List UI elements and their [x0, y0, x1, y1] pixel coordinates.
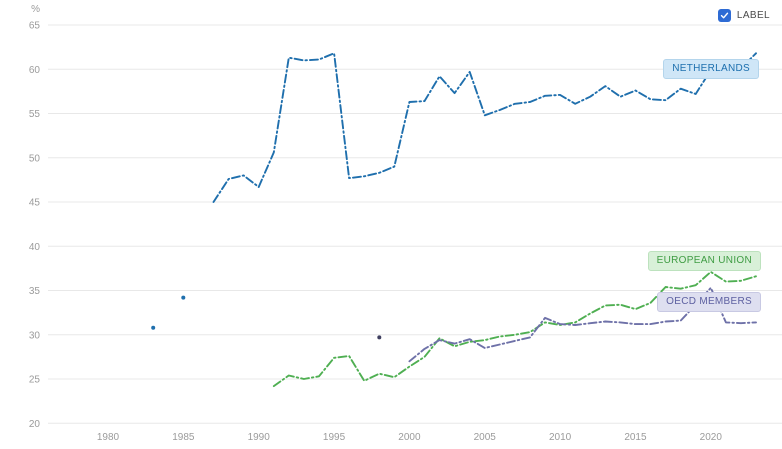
svg-text:2015: 2015: [624, 432, 647, 443]
svg-text:1990: 1990: [248, 432, 271, 443]
svg-text:2010: 2010: [549, 432, 572, 443]
svg-text:2000: 2000: [398, 432, 421, 443]
svg-text:30: 30: [29, 330, 41, 341]
svg-text:1995: 1995: [323, 432, 346, 443]
svg-text:1985: 1985: [172, 432, 195, 443]
svg-text:55: 55: [29, 109, 41, 120]
svg-text:1980: 1980: [97, 432, 120, 443]
label-toggle[interactable]: LABEL: [717, 9, 770, 22]
svg-text:60: 60: [29, 65, 41, 76]
series-label-european-union[interactable]: EUROPEAN UNION: [647, 251, 761, 271]
svg-text:50: 50: [29, 153, 41, 164]
svg-text:65: 65: [29, 21, 41, 32]
svg-text:40: 40: [29, 242, 41, 253]
check-icon: [720, 12, 729, 19]
label-toggle-text: LABEL: [736, 10, 770, 21]
svg-text:2005: 2005: [474, 432, 497, 443]
svg-text:2020: 2020: [700, 432, 723, 443]
svg-text:25: 25: [29, 375, 41, 386]
series-label-netherlands[interactable]: NETHERLANDS: [663, 59, 759, 79]
label-checkbox[interactable]: [717, 9, 731, 22]
svg-text:35: 35: [29, 286, 41, 297]
svg-text:%: %: [31, 4, 40, 15]
series-label-oecd-members[interactable]: OECD MEMBERS: [657, 292, 761, 312]
svg-text:45: 45: [29, 198, 41, 209]
svg-text:20: 20: [29, 419, 41, 430]
